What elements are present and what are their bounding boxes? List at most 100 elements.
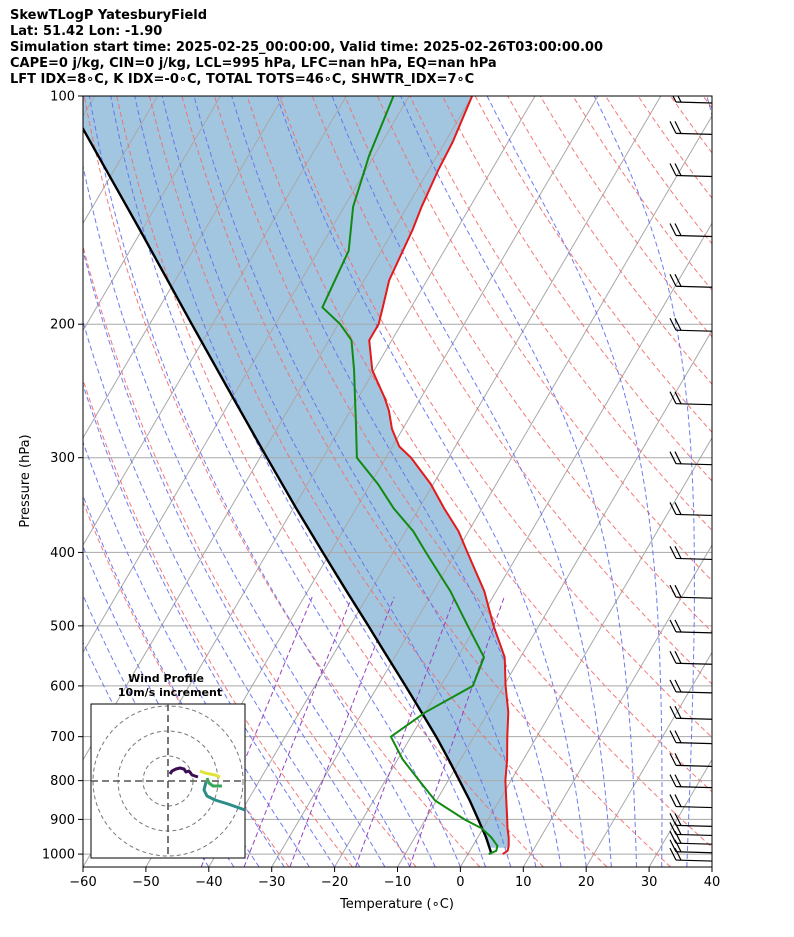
x-tick-label: 20	[578, 875, 595, 890]
dry-adiabat-line	[311, 96, 712, 685]
isotherm-line	[334, 222, 712, 867]
wind-barb	[669, 753, 712, 767]
dry-adiabat-line	[344, 96, 712, 633]
wind-barb	[669, 317, 712, 332]
x-tick-label: 0	[456, 875, 464, 890]
time-line: Simulation start time: 2025-02-25_00:00:…	[10, 40, 603, 55]
wind-barb	[669, 794, 712, 809]
y-tick-label: 200	[50, 318, 75, 333]
isotherm-line	[83, 96, 410, 654]
isotherm-line	[83, 96, 284, 439]
x-tick-label: 40	[704, 875, 721, 890]
y-tick-label: 100	[50, 90, 75, 105]
isotherm-line	[397, 329, 712, 867]
y-tick-label: 300	[50, 451, 75, 466]
dry-adiabat-line	[181, 96, 671, 867]
moist-adiabat-line	[110, 96, 461, 867]
moist-adiabat-line	[737, 96, 794, 867]
moist-adiabat-line	[83, 319, 361, 867]
x-tick-label: −50	[132, 875, 159, 890]
wind-barb	[669, 650, 712, 665]
wind-barb	[669, 774, 712, 789]
location-line: Lat: 51.42 Lon: -1.90	[10, 24, 163, 39]
isotherm-line	[208, 96, 662, 867]
dry-adiabat-line	[148, 96, 608, 867]
dry-adiabat-line	[376, 96, 712, 582]
isotherm-line	[271, 114, 712, 867]
wind-barb	[669, 813, 712, 827]
cape-cin-fill	[83, 96, 509, 848]
y-tick-label: 700	[50, 730, 75, 745]
moist-adiabat-line	[161, 96, 512, 867]
moist-adiabat-line	[331, 96, 612, 867]
wind-barb	[669, 121, 712, 135]
dry-adiabat-line	[279, 96, 712, 739]
hodograph-segment	[202, 781, 245, 812]
mixing-ratio-line	[289, 596, 395, 867]
moist-adiabat-line	[276, 96, 587, 867]
dry-adiabat-line	[83, 378, 353, 867]
wind-barb	[669, 163, 712, 178]
y-tick-label: 1000	[42, 848, 75, 863]
moist-adiabat-line	[88, 96, 436, 867]
x-axis-ticks: −60 −50 −40 −30 −20 −10 0 10 20 30 40	[69, 867, 720, 890]
chart-title-block: SkewTLogP YatesburyField Lat: 51.42 Lon:…	[10, 8, 790, 88]
wind-barb	[669, 705, 712, 720]
wind-barb	[669, 730, 712, 745]
x-tick-label: −10	[384, 875, 411, 890]
dewpoint-profile	[321, 96, 499, 856]
wind-barb	[669, 502, 712, 517]
mixing-ratio-line	[243, 596, 353, 867]
wind-barbs	[669, 96, 712, 862]
y-tick-label: 900	[50, 813, 75, 828]
y-tick-label: 400	[50, 546, 75, 561]
dry-adiabat-line	[507, 96, 712, 385]
dry-adiabat-line	[442, 96, 712, 482]
dry-adiabat-line	[83, 244, 417, 867]
y-tick-label: 500	[50, 619, 75, 634]
wind-barb	[669, 451, 712, 466]
wind-barb	[669, 584, 712, 599]
isotherm-line	[459, 436, 712, 867]
y-tick-label: 600	[50, 679, 75, 694]
wind-barb	[669, 546, 712, 561]
dry-adiabat-line	[702, 96, 712, 109]
x-tick-label: −40	[195, 875, 222, 890]
hodograph-segment	[205, 777, 222, 788]
wind-barb	[669, 273, 712, 288]
x-tick-label: −20	[321, 875, 348, 890]
x-tick-label: −60	[69, 875, 96, 890]
dry-adiabat-line	[409, 96, 712, 532]
dry-adiabat-line	[736, 96, 794, 867]
moist-adiabat-line	[231, 96, 562, 867]
cape-line: CAPE=0 j/kg, CIN=0 j/kg, LCL=995 hPa, LF…	[10, 56, 497, 71]
wind-barb	[669, 679, 712, 694]
moist-adiabat-line	[83, 494, 285, 867]
wind-barb	[669, 839, 712, 854]
index-line: LFT IDX=8∘C, K IDX=-0∘C, TOTAL TOTS=46∘C…	[10, 72, 475, 87]
moist-adiabat-line	[83, 641, 210, 867]
wind-barb	[669, 847, 712, 862]
moist-adiabat-line	[83, 440, 310, 867]
temperature-line	[368, 96, 510, 855]
wind-barb	[669, 391, 712, 406]
moist-adiabat-line	[193, 96, 537, 867]
cape-fill-area	[83, 96, 509, 848]
isotherm-line	[83, 96, 221, 332]
hodograph-segment	[168, 766, 199, 779]
parcel-profile	[83, 126, 493, 855]
x-tick-label: 30	[641, 875, 658, 890]
isotherm-line	[83, 96, 96, 117]
dry-adiabat-line	[605, 96, 712, 245]
temperature-profile	[368, 96, 510, 855]
wind-barb	[669, 223, 712, 238]
dry-adiabat-line	[572, 96, 712, 291]
moist-adiabat-line	[83, 383, 336, 867]
wind-profile-hodograph: Wind Profile 10m/s increment	[90, 672, 246, 859]
y-axis-label: Pressure (hPa)	[18, 434, 33, 527]
y-tick-label: 800	[50, 774, 75, 789]
wind-barb	[672, 96, 712, 104]
moist-adiabats	[83, 96, 794, 867]
wind-barb	[669, 619, 712, 634]
